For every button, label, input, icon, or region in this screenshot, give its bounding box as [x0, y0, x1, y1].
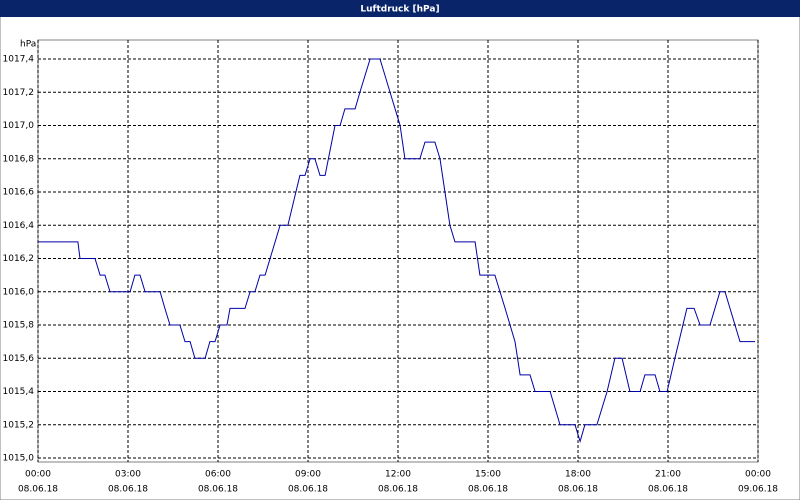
y-tick-label: 1017,0 [3, 121, 35, 131]
chart-title: Luftdruck [hPa] [360, 5, 439, 15]
y-tick-label: 1015,0 [3, 454, 35, 464]
x-tick-date: 08.06.18 [558, 485, 598, 495]
x-tick-date: 08.06.18 [198, 485, 238, 495]
title-bar [0, 0, 800, 17]
x-tick-label: 12:00 [385, 470, 411, 480]
x-tick-date: 08.06.18 [468, 485, 508, 495]
y-tick-label: 1015,6 [3, 354, 35, 364]
y-tick-label: 1015,8 [3, 321, 35, 331]
x-tick-date: 08.06.18 [108, 485, 148, 495]
y-tick-label: 1015,4 [3, 387, 35, 397]
y-tick-label: 1016,8 [3, 154, 35, 164]
x-tick-label: 00:00 [25, 470, 51, 480]
x-tick-label: 06:00 [205, 470, 231, 480]
x-tick-label: 18:00 [565, 470, 591, 480]
x-tick-label: 15:00 [475, 470, 501, 480]
x-tick-date: 09.06.18 [738, 485, 778, 495]
y-tick-label: 1016,2 [3, 254, 35, 264]
x-tick-label: 21:00 [655, 470, 681, 480]
data-line [38, 58, 755, 444]
y-tick-label: 1016,6 [3, 188, 35, 198]
x-tick-label: 03:00 [115, 470, 141, 480]
x-tick-label: 09:00 [295, 470, 321, 480]
x-tick-date: 08.06.18 [288, 485, 328, 495]
x-tick-label: 00:00 [745, 470, 771, 480]
y-tick-label: 1017,4 [3, 55, 35, 65]
y-tick-label: 1015,2 [3, 420, 35, 430]
y-unit: hPa [20, 40, 36, 50]
y-tick-label: 1017,2 [3, 88, 35, 98]
x-tick-date: 08.06.18 [18, 485, 58, 495]
y-tick-label: 1016,4 [3, 221, 35, 231]
y-tick-label: 1016,0 [3, 287, 35, 297]
x-tick-date: 08.06.18 [648, 485, 688, 495]
x-tick-date: 08.06.18 [378, 485, 418, 495]
